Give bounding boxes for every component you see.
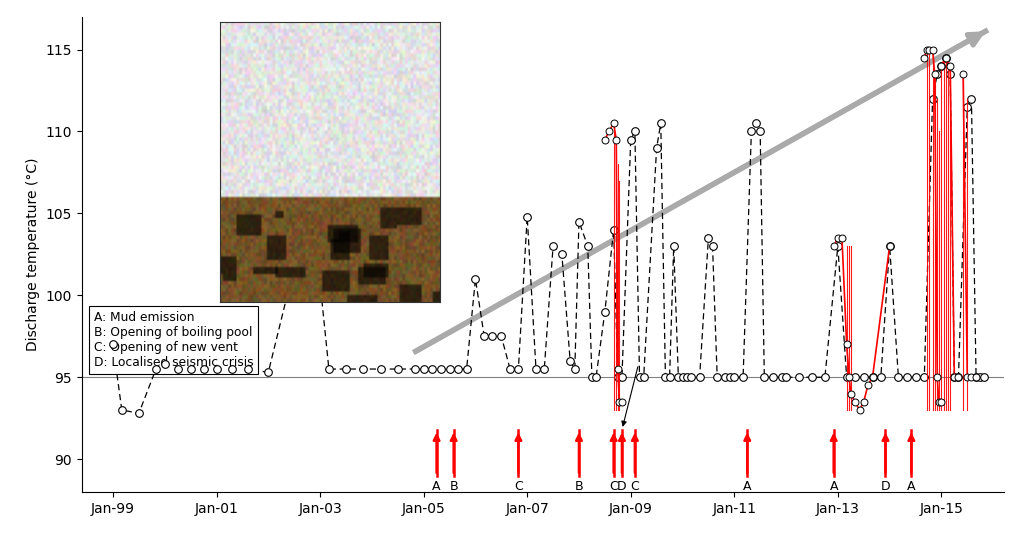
- Y-axis label: Discharge temperature (°C): Discharge temperature (°C): [27, 158, 40, 351]
- Text: C: C: [631, 480, 639, 494]
- Text: B: B: [450, 480, 458, 494]
- Text: A: A: [829, 480, 838, 494]
- Text: A: A: [432, 480, 440, 494]
- Text: B: B: [574, 480, 584, 494]
- Text: C: C: [609, 480, 618, 494]
- Text: C: C: [514, 480, 523, 494]
- Text: D: D: [881, 480, 890, 494]
- Text: A: A: [743, 480, 752, 494]
- Text: A: A: [907, 480, 915, 494]
- Text: D: D: [617, 480, 627, 494]
- Text: A: Mud emission
B: Opening of boiling pool
C: Opening of new vent
D: Localised s: A: Mud emission B: Opening of boiling po…: [94, 311, 254, 369]
